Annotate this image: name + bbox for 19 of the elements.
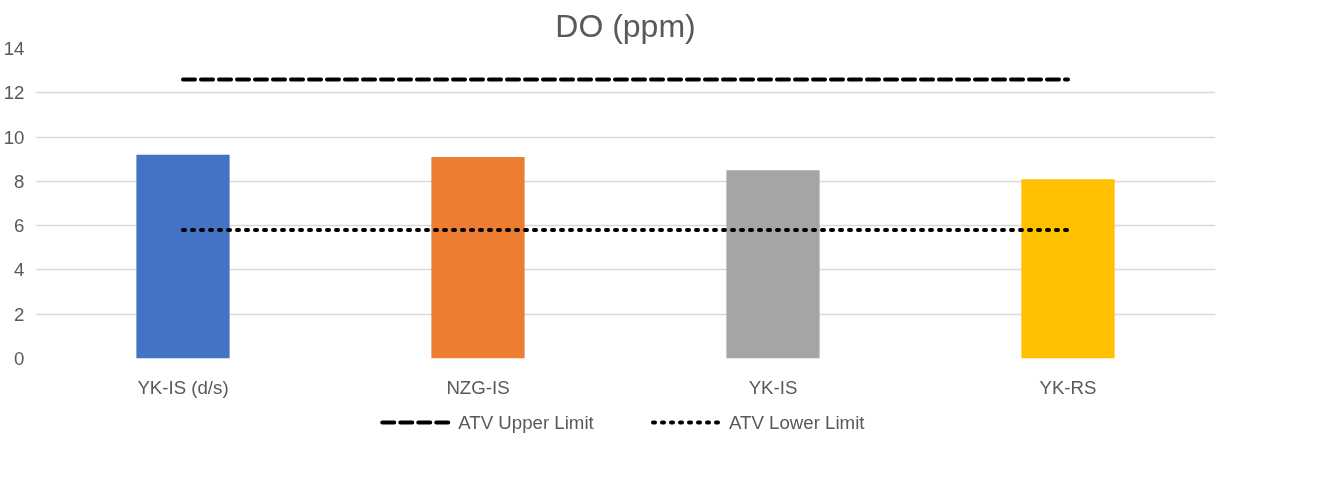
- legend-label: ATV Lower Limit: [729, 412, 866, 433]
- x-tick-label: YK-RS: [1039, 376, 1097, 398]
- y-tick-label: 6: [14, 215, 25, 237]
- y-tick-label: 14: [3, 38, 25, 59]
- y-tick-label: 2: [14, 303, 25, 325]
- chart-title: DO (ppm): [555, 7, 696, 44]
- y-tick-label: 0: [14, 348, 25, 369]
- bar: [431, 157, 525, 359]
- x-tick-label: YK-IS: [748, 376, 798, 398]
- legend-label: ATV Upper Limit: [458, 412, 595, 433]
- y-tick-label: 10: [3, 126, 25, 148]
- bar: [1021, 179, 1115, 359]
- bar: [726, 170, 820, 359]
- y-tick-label: 12: [3, 82, 25, 104]
- x-tick-label: YK-IS (d/s): [137, 376, 229, 398]
- y-tick-label: 4: [14, 259, 25, 281]
- x-tick-label: NZG-IS: [446, 376, 510, 398]
- y-tick-label: 8: [14, 170, 25, 192]
- bar: [136, 154, 230, 359]
